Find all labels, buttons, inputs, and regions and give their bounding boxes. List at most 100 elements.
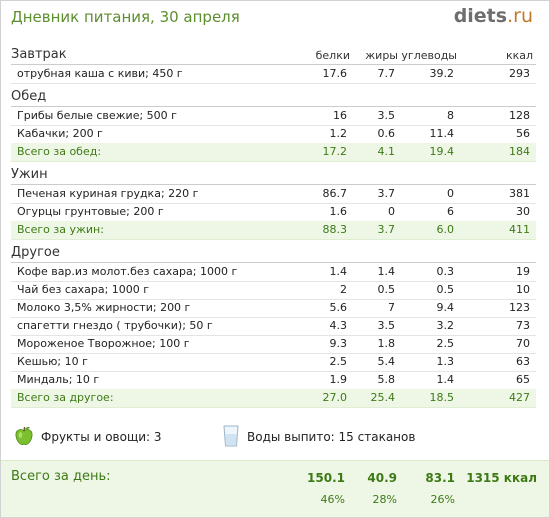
food-name: Огурцы грунтовые; 200 г (17, 205, 164, 218)
glass-of-water-icon (223, 425, 239, 447)
extras-bar: Фрукты и овощи: 3 Воды выпито: 15 стакан… (13, 425, 533, 449)
table-row[interactable]: Миндаль; 10 г 1.9 5.8 1.4 65 (11, 371, 536, 390)
total-label: Всего за обед: (17, 145, 102, 158)
kcal-value: 128 (509, 109, 530, 122)
day-kcal-total: 1315 ккал (466, 471, 537, 485)
protein-value: 1.4 (329, 265, 348, 278)
food-name: Мороженое Творожное; 100 г (17, 337, 190, 350)
header: Дневник питания, 30 апреля diets.ru (1, 1, 549, 35)
fat-value: 1.8 (377, 337, 396, 350)
protein-value: 16 (333, 109, 347, 122)
fat-value: 3.7 (377, 187, 396, 200)
table-row[interactable]: Кешью; 10 г 2.5 5.4 1.3 63 (11, 353, 536, 372)
carbs-value: 39.2 (429, 67, 455, 80)
section-divider (11, 184, 536, 185)
protein-value: 2 (340, 283, 347, 296)
kcal-value: 65 (516, 373, 530, 386)
table-row[interactable]: отрубная каша с киви; 450 г 17.6 7.7 39.… (11, 65, 536, 84)
fat-value: 1.4 (377, 265, 396, 278)
section-title-other: Другое (11, 245, 60, 260)
kcal-value: 56 (516, 127, 530, 140)
carbs-total: 19.4 (429, 145, 455, 158)
carbs-value: 3.2 (436, 319, 455, 332)
carbs-value: 2.5 (436, 337, 455, 350)
section-divider (11, 64, 536, 65)
carbs-total: 6.0 (436, 223, 455, 236)
protein-total: 27.0 (322, 391, 348, 404)
food-name: спагетти гнездо ( трубочки); 50 г (17, 319, 213, 332)
carbs-value: 8 (447, 109, 454, 122)
carbs-value: 1.4 (436, 373, 455, 386)
carbs-value: 0.5 (436, 283, 455, 296)
kcal-value: 381 (509, 187, 530, 200)
table-row[interactable]: Грибы белые свежие; 500 г 16 3.5 8 128 (11, 107, 536, 126)
section-total-row: Всего за обед: 17.2 4.1 19.4 184 (11, 143, 536, 162)
kcal-value: 73 (516, 319, 530, 332)
fat-value: 3.5 (377, 109, 396, 122)
protein-value: 1.6 (329, 205, 348, 218)
fat-value: 5.4 (377, 355, 396, 368)
fat-value: 0.6 (377, 127, 396, 140)
day-protein-percent: 46% (320, 493, 345, 506)
table-row[interactable]: Мороженое Творожное; 100 г 9.3 1.8 2.5 7… (11, 335, 536, 354)
section-title-dinner: Ужин (11, 167, 48, 182)
table-row[interactable]: Молоко 3,5% жирности; 200 г 5.6 7 9.4 12… (11, 299, 536, 318)
table-row[interactable]: Кабачки; 200 г 1.2 0.6 11.4 56 (11, 125, 536, 144)
table-row[interactable]: Огурцы грунтовые; 200 г 1.6 0 6 30 (11, 203, 536, 222)
protein-value: 2.5 (329, 355, 348, 368)
kcal-value: 30 (516, 205, 530, 218)
food-name: Кабачки; 200 г (17, 127, 103, 140)
day-protein-total: 150.1 (307, 471, 345, 485)
fat-total: 25.4 (370, 391, 396, 404)
carbs-value: 1.3 (436, 355, 455, 368)
total-label: Всего за другое: (17, 391, 114, 404)
section-total-row: Всего за другое: 27.0 25.4 18.5 427 (11, 389, 536, 408)
food-name: Миндаль; 10 г (17, 373, 100, 386)
table-row[interactable]: спагетти гнездо ( трубочки); 50 г 4.3 3.… (11, 317, 536, 336)
fat-value: 7.7 (377, 67, 396, 80)
carbs-value: 6 (447, 205, 454, 218)
green-apple-icon (15, 426, 33, 445)
day-carbs-percent: 26% (430, 493, 455, 506)
fruits-vegetables-count: Фрукты и овощи: 3 (41, 430, 162, 444)
site-logo[interactable]: diets.ru (454, 5, 533, 27)
fat-value: 0.5 (377, 283, 396, 296)
column-header-kcal: ккал (505, 49, 533, 62)
fat-value: 5.8 (377, 373, 396, 386)
section-total-row: Всего за ужин: 88.3 3.7 6.0 411 (11, 221, 536, 240)
protein-value: 17.6 (322, 67, 348, 80)
carbs-value: 0 (447, 187, 454, 200)
protein-value: 1.9 (329, 373, 348, 386)
protein-total: 88.3 (322, 223, 348, 236)
table-row[interactable]: Печеная куриная грудка; 220 г 86.7 3.7 0… (11, 185, 536, 204)
kcal-total: 184 (509, 145, 530, 158)
day-carbs-total: 83.1 (425, 471, 455, 485)
protein-value: 86.7 (322, 187, 348, 200)
column-header-carbs: углеводы (401, 49, 457, 62)
page-title: Дневник питания, 30 апреля (11, 8, 240, 26)
kcal-value: 10 (516, 283, 530, 296)
carbs-value: 9.4 (436, 301, 455, 314)
kcal-value: 293 (509, 67, 530, 80)
food-name: Молоко 3,5% жирности; 200 г (17, 301, 191, 314)
protein-value: 9.3 (329, 337, 348, 350)
section-divider (11, 262, 536, 263)
kcal-value: 123 (509, 301, 530, 314)
table-row[interactable]: Кофе вар.из молот.без сахара; 1000 г 1.4… (11, 263, 536, 282)
water-drunk-count: Воды выпито: 15 стаканов (247, 430, 416, 444)
food-name: Грибы белые свежие; 500 г (17, 109, 177, 122)
carbs-value: 0.3 (436, 265, 455, 278)
logo-tld-text: .ru (507, 5, 533, 27)
protein-value: 1.2 (329, 127, 348, 140)
food-name: отрубная каша с киви; 450 г (17, 67, 183, 80)
day-total-label: Всего за день: (11, 469, 111, 484)
table-row[interactable]: Чай без сахара; 1000 г 2 0.5 0.5 10 (11, 281, 536, 300)
day-total-panel: Всего за день: 150.1 40.9 83.1 1315 ккал… (1, 460, 549, 517)
section-title-breakfast: Завтрак (11, 47, 67, 62)
kcal-value: 19 (516, 265, 530, 278)
fat-total: 4.1 (377, 145, 396, 158)
column-header-protein: белки (315, 49, 350, 62)
fat-value: 3.5 (377, 319, 396, 332)
food-name: Чай без сахара; 1000 г (17, 283, 150, 296)
